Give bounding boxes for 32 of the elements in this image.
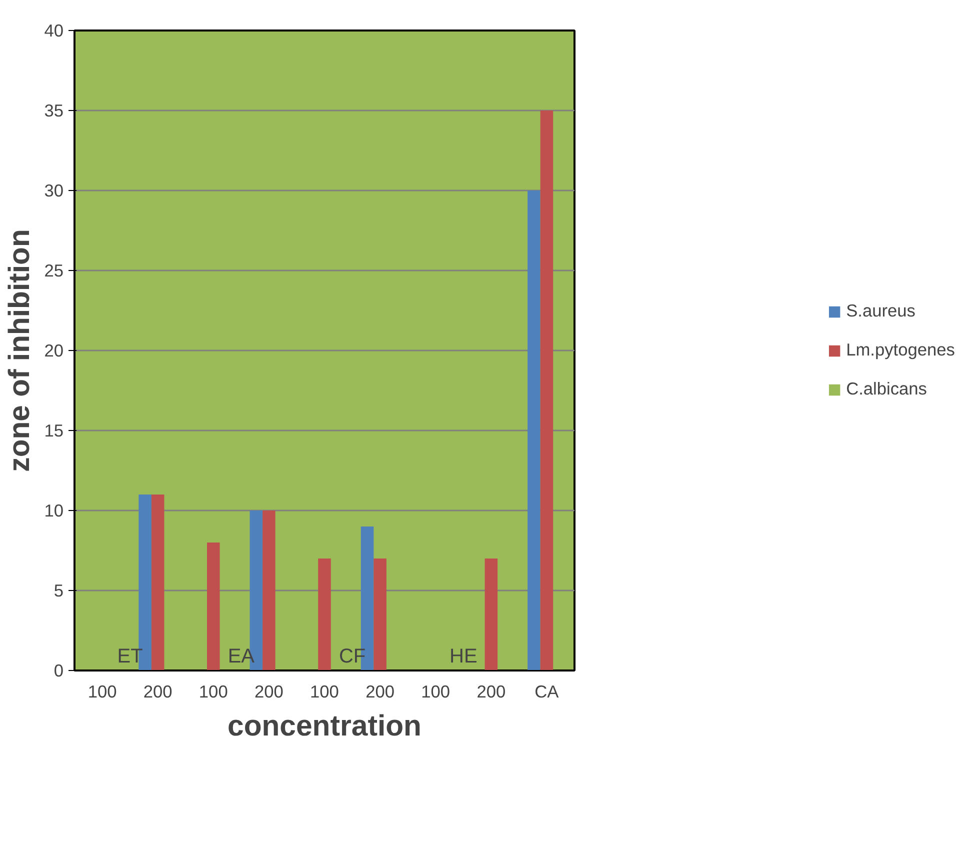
x-tick-label: 100	[310, 682, 339, 702]
x-tick-label: 100	[421, 682, 450, 702]
legend-label: C.albicans	[846, 378, 927, 400]
y-tick-label: 35	[44, 100, 64, 120]
y-axis-title: zone of inhibition	[3, 229, 36, 472]
bar	[528, 190, 540, 670]
x-tick-label: 100	[88, 682, 117, 702]
x-tick-label: 200	[143, 682, 172, 702]
bar	[262, 510, 276, 670]
x-tick-label: 200	[476, 682, 506, 702]
y-tick-label: 10	[44, 500, 64, 520]
bar	[540, 110, 554, 670]
y-tick-label: 20	[44, 340, 64, 360]
y-tick-label: 25	[44, 260, 64, 280]
bar	[374, 558, 386, 670]
x-tick-label: 100	[198, 682, 228, 702]
y-tick-label: 40	[44, 20, 64, 40]
annotation: HE	[449, 646, 478, 668]
y-tick-label: 15	[44, 420, 64, 440]
bar	[151, 494, 164, 670]
legend-label: Lm.pytogenes	[846, 340, 955, 360]
x-axis-title: concentration	[228, 710, 422, 742]
bar	[318, 558, 331, 670]
y-tick-label: 0	[54, 660, 64, 680]
y-tick-label: 30	[44, 180, 64, 200]
x-tick-label: CA	[534, 682, 560, 702]
y-tick-label: 5	[54, 580, 64, 600]
bar	[484, 558, 498, 670]
legend-label: S.aureus	[846, 300, 916, 322]
bar	[207, 542, 220, 670]
x-tick-label: 200	[366, 682, 395, 702]
x-tick-label: 200	[254, 682, 284, 702]
